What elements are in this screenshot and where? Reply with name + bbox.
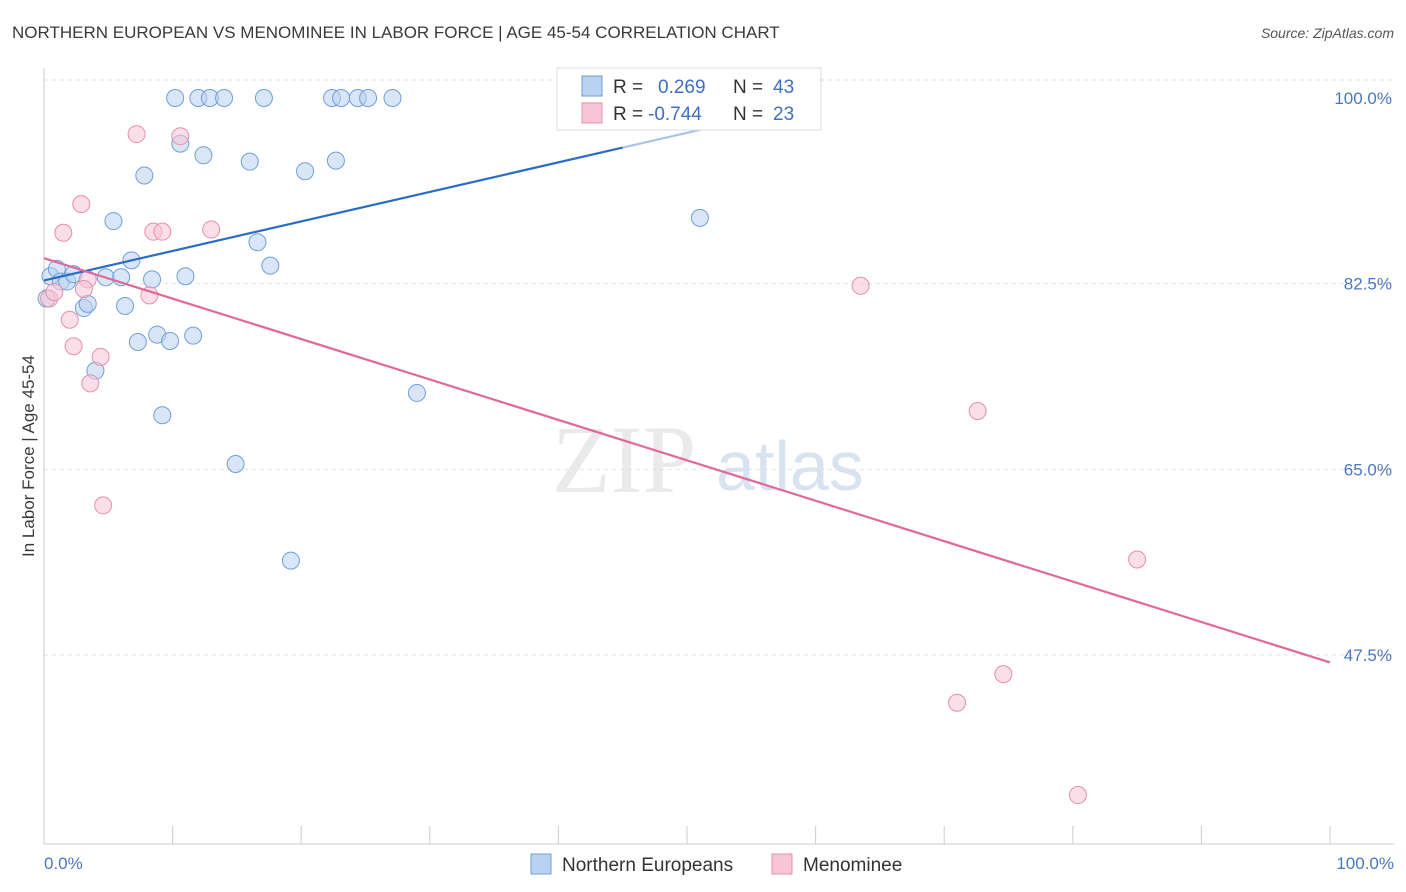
legend-r-value-1: 0.269 xyxy=(658,77,706,98)
point-northern-europeans xyxy=(116,296,135,315)
legend-r-label-2: R = xyxy=(613,104,643,125)
point-menominee xyxy=(72,195,91,214)
point-menominee xyxy=(54,223,73,242)
watermark-zip: ZIP xyxy=(552,406,696,513)
legend-n-value-1: 43 xyxy=(773,77,794,98)
point-northern-europeans xyxy=(226,455,245,474)
watermark: ZIP atlas xyxy=(552,406,864,513)
point-menominee xyxy=(74,279,93,298)
point-northern-europeans xyxy=(184,326,203,345)
point-northern-europeans xyxy=(215,89,234,107)
chart-title: NORTHERN EUROPEAN VS MENOMINEE IN LABOR … xyxy=(12,23,780,42)
point-menominee xyxy=(153,222,172,241)
trend-line-menominee xyxy=(43,257,1331,664)
point-northern-europeans xyxy=(359,89,378,107)
point-menominee xyxy=(60,310,79,329)
y-tick-label: 47.5% xyxy=(1344,646,1392,665)
point-menominee xyxy=(851,276,870,295)
point-northern-europeans xyxy=(161,331,180,350)
point-menominee xyxy=(45,283,64,302)
point-northern-europeans xyxy=(194,146,213,165)
y-axis-label: In Labor Force | Age 45-54 xyxy=(19,355,38,557)
x-tick-label-min: 0.0% xyxy=(44,854,83,873)
point-menominee xyxy=(994,665,1013,684)
point-menominee xyxy=(948,693,967,712)
legend-r-label-1: R = xyxy=(613,77,643,98)
point-menominee xyxy=(171,127,190,146)
point-northern-europeans xyxy=(690,208,709,227)
point-northern-europeans xyxy=(407,383,426,402)
point-northern-europeans xyxy=(240,152,259,171)
point-northern-europeans xyxy=(176,267,195,286)
chart-source: Source: ZipAtlas.com xyxy=(1261,25,1394,41)
legend-n-label-1: N = xyxy=(733,77,763,98)
point-northern-europeans xyxy=(143,270,162,289)
bottom-legend-swatch-northern-europeans xyxy=(530,853,552,875)
point-menominee xyxy=(81,374,100,393)
point-northern-europeans xyxy=(296,162,315,181)
point-menominee xyxy=(91,347,110,366)
y-tick-labels: 100.0% 82.5% 65.0% 47.5% xyxy=(1334,89,1392,665)
series-legend: Northern Europeans Menominee xyxy=(530,853,902,876)
point-northern-europeans xyxy=(248,233,267,252)
point-menominee xyxy=(968,401,987,420)
point-northern-europeans xyxy=(166,89,185,107)
trend-lines xyxy=(43,102,1331,664)
legend-n-label-2: N = xyxy=(733,104,763,125)
point-northern-europeans xyxy=(261,256,280,275)
point-northern-europeans xyxy=(153,406,172,425)
point-menominee xyxy=(202,220,221,239)
point-menominee xyxy=(127,125,146,144)
legend-swatch-menominee xyxy=(581,102,603,124)
point-northern-europeans xyxy=(104,212,123,231)
point-menominee xyxy=(94,496,113,515)
point-northern-europeans xyxy=(281,551,300,570)
stats-legend: R = 0.269 N = 43 R = -0.744 N = 23 xyxy=(556,67,822,131)
point-menominee xyxy=(64,337,83,356)
point-northern-europeans xyxy=(332,89,351,107)
point-northern-europeans xyxy=(326,151,345,170)
point-northern-europeans xyxy=(254,89,273,107)
legend-r-value-2: -0.744 xyxy=(648,104,702,125)
legend-swatch-northern-europeans xyxy=(581,75,603,97)
bottom-legend-swatch-menominee xyxy=(771,853,793,875)
point-menominee xyxy=(1068,786,1087,805)
trend-line-northern-europeans xyxy=(43,146,623,282)
legend-n-value-2: 23 xyxy=(773,104,794,125)
y-tick-label: 100.0% xyxy=(1334,89,1392,108)
point-northern-europeans xyxy=(128,333,147,352)
point-northern-europeans xyxy=(383,89,402,107)
bottom-legend-label-menominee: Menominee xyxy=(803,855,902,876)
x-ticks xyxy=(43,826,1331,844)
x-tick-label-max: 100.0% xyxy=(1336,854,1394,873)
y-tick-label: 82.5% xyxy=(1344,275,1392,294)
point-northern-europeans xyxy=(78,294,97,313)
point-menominee xyxy=(1128,550,1147,569)
y-tick-label: 65.0% xyxy=(1344,460,1392,479)
bottom-legend-label-northern-europeans: Northern Europeans xyxy=(562,855,733,876)
point-northern-europeans xyxy=(135,166,154,185)
